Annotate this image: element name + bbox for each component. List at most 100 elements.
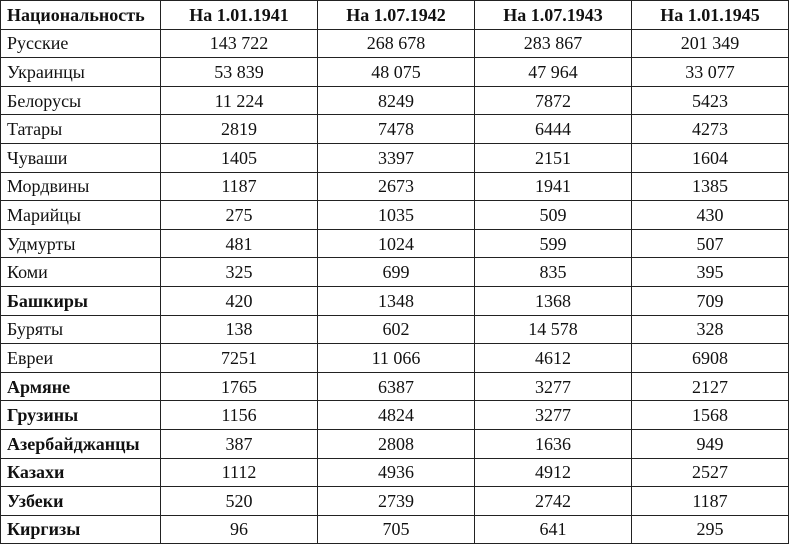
value-cell: 4612: [474, 343, 632, 373]
value-cell: 3277: [474, 371, 632, 402]
value-cell: 6908: [631, 343, 789, 373]
value-cell: 599: [474, 228, 632, 259]
value-cell: 1636: [474, 428, 632, 459]
value-cell: 4936: [317, 457, 475, 488]
table-head: Национальность На 1.01.1941 На 1.07.1942 На…: [0, 0, 789, 30]
nationality-cell: Узбеки: [0, 486, 161, 516]
nationality-cell: Русские: [0, 28, 161, 59]
value-cell: 1604: [631, 142, 789, 173]
nationality-cell: Удмурты: [0, 228, 161, 259]
table-body: Русские 143 722 268 678 283 867 201 349 Украи…: [0, 28, 789, 545]
value-cell: 268 678: [317, 28, 475, 59]
nationality-cell: Украинцы: [0, 57, 161, 87]
header-cell: На 1.07.1942: [317, 0, 475, 30]
value-cell: 1568: [631, 400, 789, 430]
header-cell: На 1.01.1945: [631, 0, 789, 30]
value-cell: 1024: [317, 228, 475, 259]
value-cell: 2527: [631, 457, 789, 488]
value-cell: 2808: [317, 428, 475, 459]
table-row: Марийцы 275 1035 509 430: [0, 200, 789, 230]
value-cell: 835: [474, 257, 632, 287]
value-cell: 2673: [317, 171, 475, 202]
table-row: Коми 325 699 835 395: [0, 257, 789, 287]
value-cell: 1941: [474, 171, 632, 202]
value-cell: 328: [631, 314, 789, 345]
value-cell: 14 578: [474, 314, 632, 345]
nationality-cell: Буряты: [0, 314, 161, 345]
nationality-cell: Евреи: [0, 343, 161, 373]
value-cell: 275: [160, 200, 318, 230]
value-cell: 2739: [317, 486, 475, 516]
value-cell: 295: [631, 514, 789, 545]
table-row: Киргизы 96 705 641 295: [0, 514, 789, 545]
value-cell: 47 964: [474, 57, 632, 87]
nationality-cell: Башкиры: [0, 285, 161, 316]
value-cell: 1187: [160, 171, 318, 202]
value-cell: 143 722: [160, 28, 318, 59]
value-cell: 325: [160, 257, 318, 287]
value-cell: 387: [160, 428, 318, 459]
value-cell: 481: [160, 228, 318, 259]
value-cell: 2127: [631, 371, 789, 402]
table-row: Башкиры 420 1348 1368 709: [0, 285, 789, 316]
header-cell: На 1.01.1941: [160, 0, 318, 30]
table-row: Украинцы 53 839 48 075 47 964 33 077: [0, 57, 789, 87]
table-row: Татары 2819 7478 6444 4273: [0, 114, 789, 144]
value-cell: 3277: [474, 400, 632, 430]
nationality-cell: Коми: [0, 257, 161, 287]
value-cell: 6444: [474, 114, 632, 144]
header-cell: Национальность: [0, 0, 161, 30]
table-row: Армяне 1765 6387 3277 2127: [0, 371, 789, 402]
value-cell: 699: [317, 257, 475, 287]
value-cell: 11 224: [160, 85, 318, 116]
header-cell: На 1.07.1943: [474, 0, 632, 30]
table-row: Грузины 1156 4824 3277 1568: [0, 400, 789, 430]
value-cell: 507: [631, 228, 789, 259]
nationality-cell: Казахи: [0, 457, 161, 488]
value-cell: 1385: [631, 171, 789, 202]
nationality-cell: Белорусы: [0, 85, 161, 116]
table-row: Азербайджанцы 387 2808 1636 949: [0, 428, 789, 459]
value-cell: 1405: [160, 142, 318, 173]
value-cell: 5423: [631, 85, 789, 116]
nationality-cell: Армяне: [0, 371, 161, 402]
value-cell: 7478: [317, 114, 475, 144]
value-cell: 949: [631, 428, 789, 459]
value-cell: 6387: [317, 371, 475, 402]
value-cell: 420: [160, 285, 318, 316]
table-row: Белорусы 11 224 8249 7872 5423: [0, 85, 789, 116]
table-row: Казахи 1112 4936 4912 2527: [0, 457, 789, 488]
header-row: Национальность На 1.01.1941 На 1.07.1942 На…: [0, 0, 789, 30]
value-cell: 520: [160, 486, 318, 516]
value-cell: 1112: [160, 457, 318, 488]
value-cell: 1368: [474, 285, 632, 316]
value-cell: 48 075: [317, 57, 475, 87]
value-cell: 283 867: [474, 28, 632, 59]
value-cell: 2151: [474, 142, 632, 173]
table-row: Мордвины 1187 2673 1941 1385: [0, 171, 789, 202]
value-cell: 201 349: [631, 28, 789, 59]
nationality-cell: Азербайджанцы: [0, 428, 161, 459]
table-row: Чуваши 1405 3397 2151 1604: [0, 142, 789, 173]
nationality-cell: Киргизы: [0, 514, 161, 545]
value-cell: 3397: [317, 142, 475, 173]
nationality-cell: Марийцы: [0, 200, 161, 230]
value-cell: 4824: [317, 400, 475, 430]
value-cell: 7872: [474, 85, 632, 116]
value-cell: 11 066: [317, 343, 475, 373]
nationality-cell: Чуваши: [0, 142, 161, 173]
value-cell: 8249: [317, 85, 475, 116]
value-cell: 709: [631, 285, 789, 316]
value-cell: 641: [474, 514, 632, 545]
value-cell: 1156: [160, 400, 318, 430]
value-cell: 1035: [317, 200, 475, 230]
value-cell: 138: [160, 314, 318, 345]
value-cell: 430: [631, 200, 789, 230]
value-cell: 2819: [160, 114, 318, 144]
value-cell: 1765: [160, 371, 318, 402]
value-cell: 4273: [631, 114, 789, 144]
value-cell: 53 839: [160, 57, 318, 87]
value-cell: 4912: [474, 457, 632, 488]
